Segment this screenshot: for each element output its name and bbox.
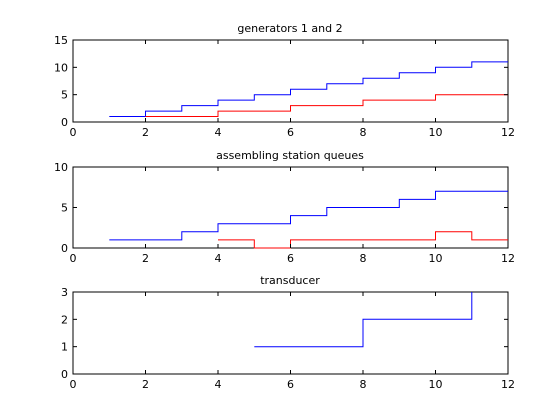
x-tick-label: 10 xyxy=(429,252,443,265)
x-tick-label: 8 xyxy=(360,126,367,139)
x-tick-label: 2 xyxy=(142,378,149,391)
y-tick-label: 2 xyxy=(61,313,68,326)
axes-box xyxy=(72,166,509,249)
x-tick-label: 10 xyxy=(429,378,443,391)
chart-title: generators 1 and 2 xyxy=(237,22,342,35)
x-tick-label: 0 xyxy=(70,252,77,265)
x-tick-label: 12 xyxy=(501,126,515,139)
y-tick-label: 10 xyxy=(54,161,68,174)
series-line-1 xyxy=(254,292,473,348)
x-tick-label: 4 xyxy=(215,378,222,391)
y-tick-label: 1 xyxy=(61,341,68,354)
series-line-2 xyxy=(218,231,508,249)
x-tick-label: 0 xyxy=(70,378,77,391)
chart-title: assembling station queues xyxy=(216,149,364,162)
axes-box xyxy=(72,291,509,375)
x-tick-label: 8 xyxy=(360,252,367,265)
x-tick-label: 6 xyxy=(287,126,294,139)
panel-assembling-queues: assembling station queues 0 2 4 6 8 10 12 0 5 10 xyxy=(54,149,515,265)
x-tick-label: 10 xyxy=(429,126,443,139)
series-line-1 xyxy=(109,190,508,241)
y-tick-label: 3 xyxy=(61,286,68,299)
x-tick-label: 4 xyxy=(215,126,222,139)
x-tick-label: 4 xyxy=(215,252,222,265)
y-tick-label: 0 xyxy=(61,242,68,255)
y-tick-label: 5 xyxy=(61,202,68,215)
x-tick-label: 0 xyxy=(70,126,77,139)
y-tick-label: 10 xyxy=(54,61,68,74)
x-tick-label: 8 xyxy=(360,378,367,391)
chart-title: transducer xyxy=(260,274,320,287)
x-tick-label: 2 xyxy=(142,126,149,139)
x-tick-label: 12 xyxy=(501,378,515,391)
series-line-1 xyxy=(109,61,508,117)
x-tick-label: 2 xyxy=(142,252,149,265)
y-tick-label: 5 xyxy=(61,89,68,102)
series-line-2 xyxy=(145,94,508,117)
x-tick-label: 12 xyxy=(501,252,515,265)
x-tick-label: 6 xyxy=(287,252,294,265)
y-tick-label: 15 xyxy=(54,34,68,47)
x-tick-label: 6 xyxy=(287,378,294,391)
y-tick-label: 0 xyxy=(61,368,68,381)
y-tick-label: 0 xyxy=(61,116,68,129)
panel-generators: generators 1 and 2 0 2 4 6 8 10 12 0 5 10 15 xyxy=(54,22,515,139)
